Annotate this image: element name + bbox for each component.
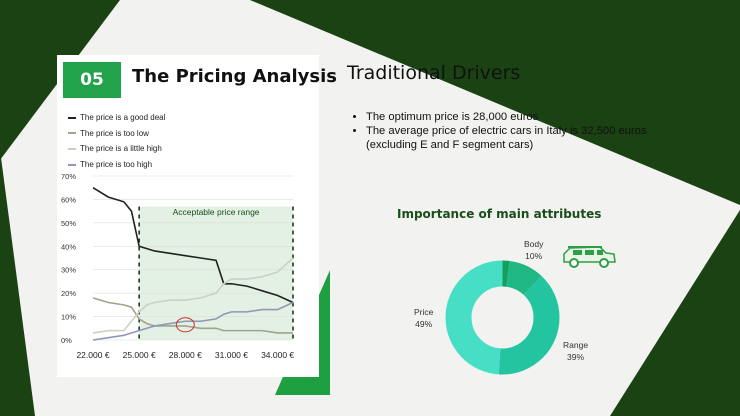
acceptable-range-area	[139, 206, 293, 340]
slice-label-price: Price 49%	[414, 306, 433, 330]
legend-label: The price is too high	[80, 160, 153, 170]
x-tick-label: 22.000 €	[76, 350, 109, 360]
slice-label-range: Range 39%	[563, 339, 588, 363]
legend-label: The price is a good deal	[80, 113, 166, 123]
y-tick-label: 60%	[61, 195, 76, 204]
series-line	[92, 187, 294, 304]
slice-percent: 10%	[525, 251, 543, 261]
bullet-item: The average price of electric cars in It…	[366, 124, 656, 152]
y-tick-label: 70%	[61, 172, 76, 181]
bullet-list: The optimum price is 28,000 euros The av…	[352, 110, 656, 152]
slice-percent: 39%	[567, 352, 585, 362]
legend-swatch	[68, 147, 76, 150]
legend-item: The price is a little high	[68, 141, 165, 157]
optimum-price-circle	[175, 317, 195, 333]
slice-name: Price	[414, 307, 434, 317]
chart-legend: The price is a good deal The price is to…	[68, 110, 165, 172]
bottom-left-green-shape	[0, 150, 35, 416]
legend-label: The price is a little high	[80, 144, 162, 154]
bottom-right-green-shape	[610, 210, 740, 416]
y-tick-label: 20%	[61, 289, 76, 298]
legend-item: The price is a good deal	[68, 110, 165, 126]
series-line	[92, 301, 294, 341]
legend-item: The price is too low	[68, 126, 165, 142]
x-tick-label: 31.000 €	[215, 350, 248, 360]
legend-swatch	[68, 163, 76, 166]
donut-slice	[445, 260, 560, 375]
series-line	[92, 257, 294, 334]
y-tick-label: 40%	[61, 242, 76, 251]
x-tick-label: 25.000 €	[123, 350, 156, 360]
slice-percent: 49%	[415, 319, 433, 329]
y-tick-label: 50%	[61, 219, 76, 228]
card-title: The Pricing Analysis	[132, 66, 338, 87]
legend-swatch	[68, 132, 76, 135]
car-icon	[563, 246, 616, 268]
donut-title: Importance of main attributes	[397, 207, 602, 221]
slide-title: Traditional Drivers	[347, 62, 521, 84]
slice-name: Body	[524, 239, 544, 249]
attributes-donut-chart	[445, 260, 560, 375]
donut-slice	[445, 260, 560, 375]
y-tick-label: 0%	[61, 336, 72, 345]
legend-swatch	[68, 116, 76, 119]
bullet-item: The optimum price is 28,000 euros	[366, 110, 656, 124]
x-tick-label: 34.000 €	[261, 350, 294, 360]
legend-item: The price is too high	[68, 157, 165, 173]
price-sensitivity-chart: 0% 10% 20% 30% 40% 50% 60% 70% 22.000 € 25.000 € 2…	[61, 172, 294, 360]
x-tick-label: 28.000 €	[169, 350, 202, 360]
slice-label-body: Body 10%	[524, 238, 543, 262]
slice-name: Range	[563, 340, 589, 350]
legend-label: The price is too low	[80, 128, 149, 138]
y-tick-label: 10%	[61, 313, 76, 322]
section-badge: 05	[63, 62, 121, 98]
y-tick-label: 30%	[61, 266, 76, 275]
top-right-green-shape	[250, 0, 740, 205]
series-line	[92, 297, 293, 334]
annotation-label: Acceptable price range	[173, 207, 260, 217]
